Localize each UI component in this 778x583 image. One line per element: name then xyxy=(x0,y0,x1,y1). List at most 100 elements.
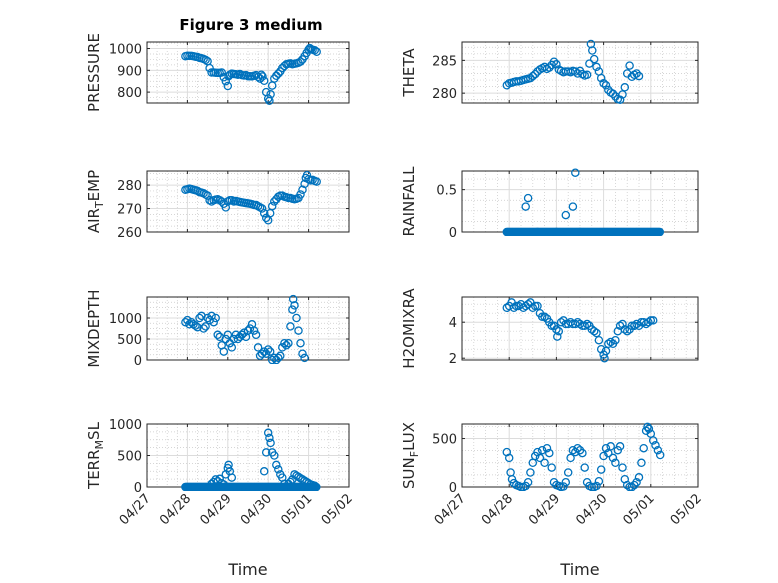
data-point xyxy=(596,73,606,83)
y-axis-label: AIRTEMP xyxy=(85,170,106,233)
data-point xyxy=(589,326,599,336)
data-point xyxy=(516,482,526,491)
data-point xyxy=(608,89,618,99)
data-point xyxy=(611,458,620,468)
data-point xyxy=(535,453,545,463)
y-axis-label: SUNFLUX xyxy=(400,422,421,489)
data-point xyxy=(592,328,601,338)
data-point xyxy=(606,337,615,347)
data-point xyxy=(611,335,620,345)
data-point xyxy=(312,482,321,491)
data-point xyxy=(618,90,627,99)
y-tick-label: 2 xyxy=(449,352,457,367)
data-point xyxy=(582,70,592,80)
x-tick-label: 04/28 xyxy=(479,491,516,528)
data-point xyxy=(257,349,267,358)
x-tick-label: 05/01 xyxy=(278,491,315,528)
data-point xyxy=(608,453,618,463)
data-point xyxy=(213,330,222,340)
y-axis-label-main: RAINFALL xyxy=(400,166,418,237)
data-point xyxy=(259,467,269,476)
y-tick-label: 800 xyxy=(117,86,142,101)
data-point xyxy=(259,76,269,86)
data-point xyxy=(545,448,554,458)
data-point xyxy=(294,326,303,335)
y-axis-label-rest: SL xyxy=(85,421,103,440)
y-axis-label-subscript: T xyxy=(93,201,106,209)
subplot-6: 2 4 H2OMIXRA xyxy=(400,288,699,369)
data-point xyxy=(632,69,641,78)
data-point xyxy=(274,353,283,363)
data-point xyxy=(580,463,589,472)
data-point xyxy=(540,458,549,468)
data-point xyxy=(227,473,237,482)
y-axis-label-main: PRESSURE xyxy=(85,33,103,112)
data-point xyxy=(265,433,274,443)
data-point xyxy=(181,317,190,327)
data-point xyxy=(217,68,226,77)
data-point xyxy=(504,453,514,463)
data-point xyxy=(272,460,281,470)
data-point xyxy=(266,90,275,99)
subplot-4: 0 0.5 RAINFALL xyxy=(400,166,699,241)
data-point xyxy=(596,344,606,354)
data-point xyxy=(249,326,259,335)
x-tick-label: 05/01 xyxy=(621,491,658,528)
data-point xyxy=(523,477,533,487)
data-point xyxy=(276,351,285,361)
y-tick-label: 0 xyxy=(449,226,457,241)
data-point xyxy=(255,74,265,83)
data-markers xyxy=(181,43,321,106)
data-point xyxy=(258,72,267,81)
data-point xyxy=(625,61,634,70)
axes-box xyxy=(461,296,699,361)
data-point xyxy=(270,451,279,460)
data-point xyxy=(533,301,542,311)
subplot-8: 0 500 04/27 04/28 04/29 04/30 05/01 05/02 SUNFLU… xyxy=(400,422,705,579)
data-point xyxy=(594,476,604,486)
data-point xyxy=(526,468,535,477)
data-point xyxy=(288,294,298,304)
y-tick-label: 0.5 xyxy=(436,184,457,199)
x-axis-label: Time xyxy=(559,560,599,579)
x-tick-label: 04/28 xyxy=(157,491,194,528)
data-point xyxy=(523,193,533,203)
data-point xyxy=(537,312,547,322)
x-tick-label: 05/02 xyxy=(668,491,705,528)
data-point xyxy=(300,353,309,363)
y-tick-label: 280 xyxy=(117,179,142,194)
data-point xyxy=(266,438,275,448)
subplot-7: 0 500 1000 04/27 04/28 04/29 04/30 05/01 05/02 TE… xyxy=(85,418,356,579)
data-point xyxy=(530,301,540,311)
data-point xyxy=(537,445,547,455)
data-point xyxy=(209,317,218,327)
x-tick-label: 04/27 xyxy=(117,491,154,528)
data-point xyxy=(521,202,530,211)
data-point xyxy=(644,424,654,434)
data-point xyxy=(278,343,287,352)
x-tick-label: 04/27 xyxy=(432,491,469,528)
data-point xyxy=(267,201,277,211)
y-tick-label: 900 xyxy=(117,64,142,79)
data-point xyxy=(191,321,200,330)
data-point xyxy=(284,338,293,348)
y-tick-label: 0 xyxy=(134,354,142,369)
data-markers xyxy=(502,298,658,363)
data-point xyxy=(644,317,653,327)
data-point xyxy=(312,177,321,186)
data-point xyxy=(243,326,253,335)
data-point xyxy=(592,62,601,72)
data-point xyxy=(634,71,644,81)
data-point xyxy=(646,316,656,325)
data-point xyxy=(618,463,627,472)
data-point xyxy=(651,441,660,450)
data-point xyxy=(296,190,305,199)
data-point xyxy=(601,81,611,90)
data-point xyxy=(201,55,210,65)
y-axis-label-main: THETA xyxy=(400,48,418,98)
data-point xyxy=(298,185,307,195)
y-tick-label: 1000 xyxy=(109,43,142,58)
data-point xyxy=(292,313,301,323)
data-point xyxy=(571,67,580,76)
data-point xyxy=(615,95,625,104)
